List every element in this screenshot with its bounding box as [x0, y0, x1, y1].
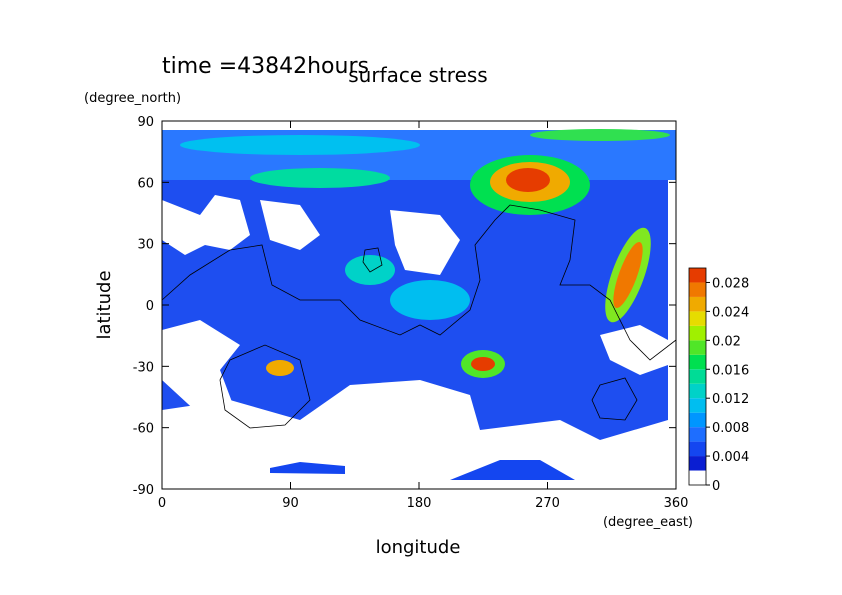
y-tick-label: -60: [133, 422, 154, 437]
field-blob: [266, 360, 294, 376]
field-blob: [613, 241, 643, 309]
y-unit-label: (degree_north): [84, 91, 181, 106]
y-tick-label: -90: [133, 483, 154, 498]
field-blob: [180, 135, 420, 155]
colorbar-swatch: [689, 456, 706, 471]
field-empty: [260, 200, 320, 250]
field-blob: [345, 255, 395, 285]
contour-field: [162, 129, 676, 489]
field-blob: [506, 168, 550, 192]
colorbar-swatch: [689, 296, 706, 312]
colorbar-swatch: [689, 268, 706, 283]
colorbar-swatch: [689, 427, 706, 442]
field-blob: [530, 129, 670, 141]
colorbar-frame: [688, 267, 707, 486]
colorbar-swatch: [689, 470, 706, 485]
colorbar-tick-label: 0.024: [712, 305, 749, 320]
x-axis-label: longitude: [376, 537, 461, 558]
field-blob: [450, 460, 575, 480]
chart-subtitle: time =43842hours: [162, 54, 369, 79]
y-tick-label: 0: [146, 299, 154, 314]
field-blob: [250, 168, 390, 188]
x-tick-label: 90: [282, 496, 299, 511]
colorbar-tick-label: 0: [712, 479, 720, 494]
colorbar-swatch: [689, 398, 706, 413]
y-tick-label: 90: [137, 115, 154, 130]
field-blob: [390, 280, 470, 320]
coastline: [161, 204, 677, 429]
field-blob: [270, 462, 345, 474]
colorbar-tick-label: 0.004: [712, 450, 749, 465]
x-tick-label: 270: [535, 496, 560, 511]
colorbar-tick-label: 0.012: [712, 392, 749, 407]
y-axis-label: latitude: [94, 270, 115, 339]
colorbar-tick-label: 0.028: [712, 276, 749, 291]
y-tick-label: 60: [137, 176, 154, 191]
colorbar-swatch: [689, 354, 706, 370]
field-empty: [162, 320, 240, 415]
coastline-path: [219, 344, 311, 429]
colorbar-swatch: [689, 311, 706, 326]
colorbar-swatch: [689, 282, 706, 297]
coastline-path: [161, 204, 677, 361]
colorbar-tick-label: 0.008: [712, 421, 749, 436]
x-unit-label: (degree_east): [603, 515, 693, 530]
colorbar-swatch: [689, 325, 706, 341]
colorbar-swatch: [689, 383, 706, 399]
y-tick-label: -30: [133, 360, 154, 375]
x-tick-label: 0: [158, 496, 166, 511]
chart-title: surface stress: [348, 63, 487, 87]
colorbar-tick-label: 0.02: [712, 334, 741, 349]
colorbar-swatch: [689, 412, 706, 428]
coastline-path: [362, 247, 383, 273]
x-tick-label: 180: [407, 496, 432, 511]
coastline-path: [591, 377, 638, 421]
field-empty: [600, 325, 668, 375]
colorbar-tick-label: 0.016: [712, 363, 749, 378]
x-tick-label: 360: [664, 496, 689, 511]
colorbar-swatch: [689, 340, 706, 355]
field-blob: [471, 357, 495, 371]
field-empty: [390, 210, 460, 275]
colorbar-swatch: [689, 369, 706, 384]
colorbar-swatch: [689, 441, 706, 457]
y-tick-label: 30: [137, 238, 154, 253]
field-empty: [162, 195, 250, 255]
